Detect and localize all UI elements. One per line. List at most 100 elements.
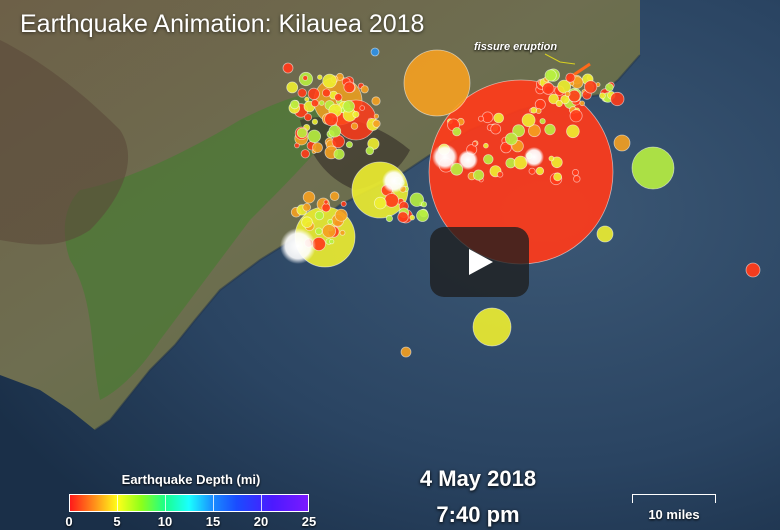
earthquake-marker [312, 142, 323, 154]
earthquake-marker [323, 199, 329, 205]
earthquake-marker [302, 203, 312, 212]
legend-tickmark [117, 494, 118, 512]
earthquake-marker [568, 89, 581, 103]
earthquake-marker [314, 227, 323, 236]
earthquake-marker [483, 142, 489, 149]
earthquake-marker [384, 193, 399, 208]
earthquake-marker [555, 99, 563, 108]
earthquake-marker [329, 239, 335, 245]
earthquake-marker [472, 169, 485, 181]
earthquake-marker [397, 211, 409, 223]
earthquake-marker [334, 208, 348, 222]
earthquake-marker [307, 87, 320, 101]
earthquake-marker [371, 96, 381, 106]
legend-tickmark [165, 494, 166, 512]
earthquake-marker [322, 73, 337, 89]
legend-tick: 5 [113, 514, 121, 529]
earthquake-marker [504, 132, 518, 146]
earthquake-marker [321, 88, 331, 98]
earthquake-marker [528, 124, 541, 138]
legend-title: Earthquake Depth (mi) [121, 472, 261, 487]
legend-tick: 10 [157, 514, 173, 529]
earthquake-marker [569, 109, 583, 123]
animation-date: 4 May 2018 [419, 466, 537, 491]
earthquake-marker [528, 167, 536, 175]
new-earthquake-flash [280, 228, 316, 264]
earthquake-marker [302, 75, 309, 81]
legend-tick: 0 [65, 514, 73, 529]
earthquake-marker [352, 110, 360, 118]
earthquake-marker [409, 192, 425, 207]
earthquake-marker [553, 172, 562, 182]
earthquake-marker [557, 79, 571, 94]
earthquake-marker [296, 127, 308, 139]
earthquake-marker [318, 100, 325, 106]
earthquake-marker [534, 98, 546, 110]
earthquake-marker [294, 142, 300, 149]
scale-label: 10 miles [648, 507, 700, 522]
earthquake-marker [496, 171, 504, 178]
legend-tickmark [213, 494, 214, 512]
earthquake-marker [584, 80, 598, 94]
earthquake-marker [300, 149, 310, 159]
earthquake-marker [481, 111, 494, 124]
earthquake-marker [548, 155, 555, 162]
earthquake-markers [280, 47, 761, 358]
earthquake-marker [333, 148, 345, 160]
legend-tick: 25 [301, 514, 317, 529]
fissure-pointer [544, 53, 576, 65]
earthquake-marker [339, 229, 346, 236]
earthquake-marker [565, 72, 576, 83]
earthquake-marker [301, 216, 313, 229]
earthquake-marker [400, 346, 412, 358]
earthquake-marker [420, 201, 428, 208]
earthquake-marker [745, 262, 761, 278]
legend-tick: 20 [253, 514, 269, 529]
earthquake-marker [544, 69, 557, 82]
vegetation-patch [64, 89, 360, 400]
earthquake-marker [631, 146, 675, 190]
earthquake-marker [311, 118, 318, 125]
earthquake-marker [416, 209, 429, 223]
earthquake-marker [573, 175, 581, 183]
earthquake-marker [490, 123, 502, 135]
earthquake-marker [345, 141, 353, 149]
earthquake-marker [373, 113, 379, 119]
new-earthquake-flash [524, 147, 544, 167]
earthquake-marker [521, 113, 536, 128]
earthquake-marker [324, 112, 339, 127]
earthquake-marker [535, 166, 545, 176]
legend-tick: 15 [205, 514, 221, 529]
dark-highland [0, 40, 129, 245]
new-earthquake-flash [432, 144, 458, 170]
play-icon[interactable] [469, 249, 493, 275]
earthquake-marker [370, 47, 380, 57]
earthquake-marker [365, 146, 375, 156]
earthquake-marker [564, 91, 571, 97]
earthquake-marker [605, 83, 614, 92]
earthquake-marker [493, 112, 505, 124]
earthquake-marker [302, 191, 316, 204]
earthquake-marker [282, 62, 294, 74]
earthquake-marker [327, 218, 334, 225]
earthquake-marker [307, 129, 322, 144]
new-earthquake-flash [382, 169, 406, 193]
earthquake-marker [385, 214, 393, 223]
earthquake-marker [373, 196, 387, 210]
earthquake-marker [304, 96, 310, 102]
animation-time: 7:40 pm [436, 502, 520, 527]
earthquake-marker [548, 93, 559, 105]
earthquake-marker [544, 123, 556, 136]
earthquake-marker [297, 88, 307, 98]
play-button[interactable] [430, 227, 529, 297]
earthquake-marker [472, 141, 478, 147]
earthquake-marker [613, 134, 631, 152]
earthquake-marker [317, 74, 323, 80]
earthquake-marker [539, 118, 546, 125]
scale-line [632, 494, 716, 503]
earthquake-marker [512, 124, 525, 138]
earthquake-marker [409, 214, 416, 221]
depth-legend: Earthquake Depth (mi) 0 5 10 15 20 25 [60, 472, 322, 530]
